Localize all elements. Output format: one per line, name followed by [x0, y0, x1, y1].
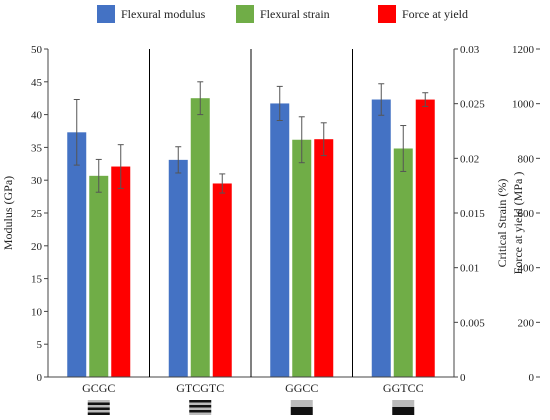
right1-tick-label: 0 — [460, 372, 466, 384]
legend: Flexural modulus Flexural strain Force at … — [97, 5, 468, 23]
bar-flexural-modulus — [270, 103, 290, 377]
right1-axis-title: Critical Strain (%) — [495, 179, 509, 268]
pattern-block — [290, 407, 313, 415]
right2-tick-label: 0 — [529, 372, 535, 384]
left-tick-label: 30 — [31, 175, 43, 187]
right1-tick-label: 0.01 — [460, 263, 479, 275]
right1-tick-label: 0.02 — [460, 153, 479, 165]
category-label: GGCC — [285, 381, 318, 395]
legend-label: Force at yield — [402, 7, 468, 21]
right1-tick-label: 0.03 — [460, 44, 480, 56]
pattern-stripe — [87, 402, 110, 405]
right1-tick-label: 0.005 — [460, 317, 485, 329]
category-label: GGTCC — [383, 381, 424, 395]
axes: 0 5 10 15 20 25 30 35 40 45 50 Modulus (GPa) 0 0.005 0… — [1, 44, 540, 415]
legend-label: Flexural strain — [260, 7, 330, 21]
pattern-block — [392, 407, 415, 415]
category-pattern-icon — [392, 400, 415, 415]
pattern-block — [290, 400, 313, 407]
right2-tick-label: 400 — [518, 263, 535, 275]
pattern-stripe — [189, 412, 212, 415]
pattern-stripe — [189, 407, 212, 410]
bar-force-at-yield — [314, 139, 334, 377]
pattern-stripe — [87, 410, 110, 413]
left-tick-label: 35 — [31, 142, 43, 154]
category-label: GCGC — [82, 381, 115, 395]
category-label: GTCGTC — [176, 381, 224, 395]
left-tick-label: 20 — [31, 241, 43, 253]
bar-flexural-modulus — [67, 132, 87, 377]
left-axis-title: Modulus (GPa) — [1, 176, 15, 250]
left-tick-label: 25 — [31, 208, 43, 220]
plot-area — [67, 81, 435, 378]
left-tick-label: 50 — [31, 44, 43, 56]
bar-flexural-strain — [393, 148, 413, 377]
left-tick-label: 5 — [37, 339, 43, 351]
pattern-stripe — [87, 412, 110, 415]
bar-flexural-strain — [89, 175, 109, 377]
right1-tick-label: 0.015 — [460, 208, 485, 220]
legend-swatch — [236, 5, 254, 23]
pattern-stripe — [87, 405, 110, 408]
right2-tick-label: 1000 — [512, 99, 535, 111]
pattern-stripe — [189, 405, 212, 408]
category-pattern-icon — [87, 400, 110, 415]
legend-swatch — [97, 5, 115, 23]
left-tick-label: 40 — [31, 110, 43, 122]
bar-flexural-strain — [292, 139, 312, 377]
legend-swatch — [378, 5, 396, 23]
bar-flexural-modulus — [168, 159, 188, 377]
pattern-stripe — [87, 407, 110, 410]
category-pattern-icon — [290, 400, 313, 415]
pattern-stripe — [189, 400, 212, 403]
category-pattern-icon — [189, 400, 212, 415]
pattern-block — [392, 400, 415, 407]
right2-axis-title: Force at yield (MPa ) — [511, 172, 525, 275]
legend-label: Flexural modulus — [121, 7, 206, 21]
bar-flexural-strain — [190, 98, 210, 377]
left-tick-label: 15 — [31, 274, 43, 286]
left-tick-label: 0 — [37, 372, 43, 384]
bar-force-at-yield — [111, 166, 131, 377]
right2-tick-label: 1200 — [512, 44, 535, 56]
right2-tick-label: 600 — [518, 208, 535, 220]
right2-tick-label: 800 — [518, 153, 535, 165]
left-tick-label: 10 — [31, 306, 43, 318]
pattern-stripe — [189, 410, 212, 413]
pattern-stripe — [189, 402, 212, 405]
bar-flexural-modulus — [371, 99, 391, 378]
bar-force-at-yield — [415, 99, 435, 378]
left-tick-label: 45 — [31, 77, 43, 89]
bar-force-at-yield — [212, 183, 232, 377]
pattern-stripe — [87, 400, 110, 403]
right1-tick-label: 0.025 — [460, 99, 485, 111]
right2-tick-label: 200 — [518, 317, 535, 329]
